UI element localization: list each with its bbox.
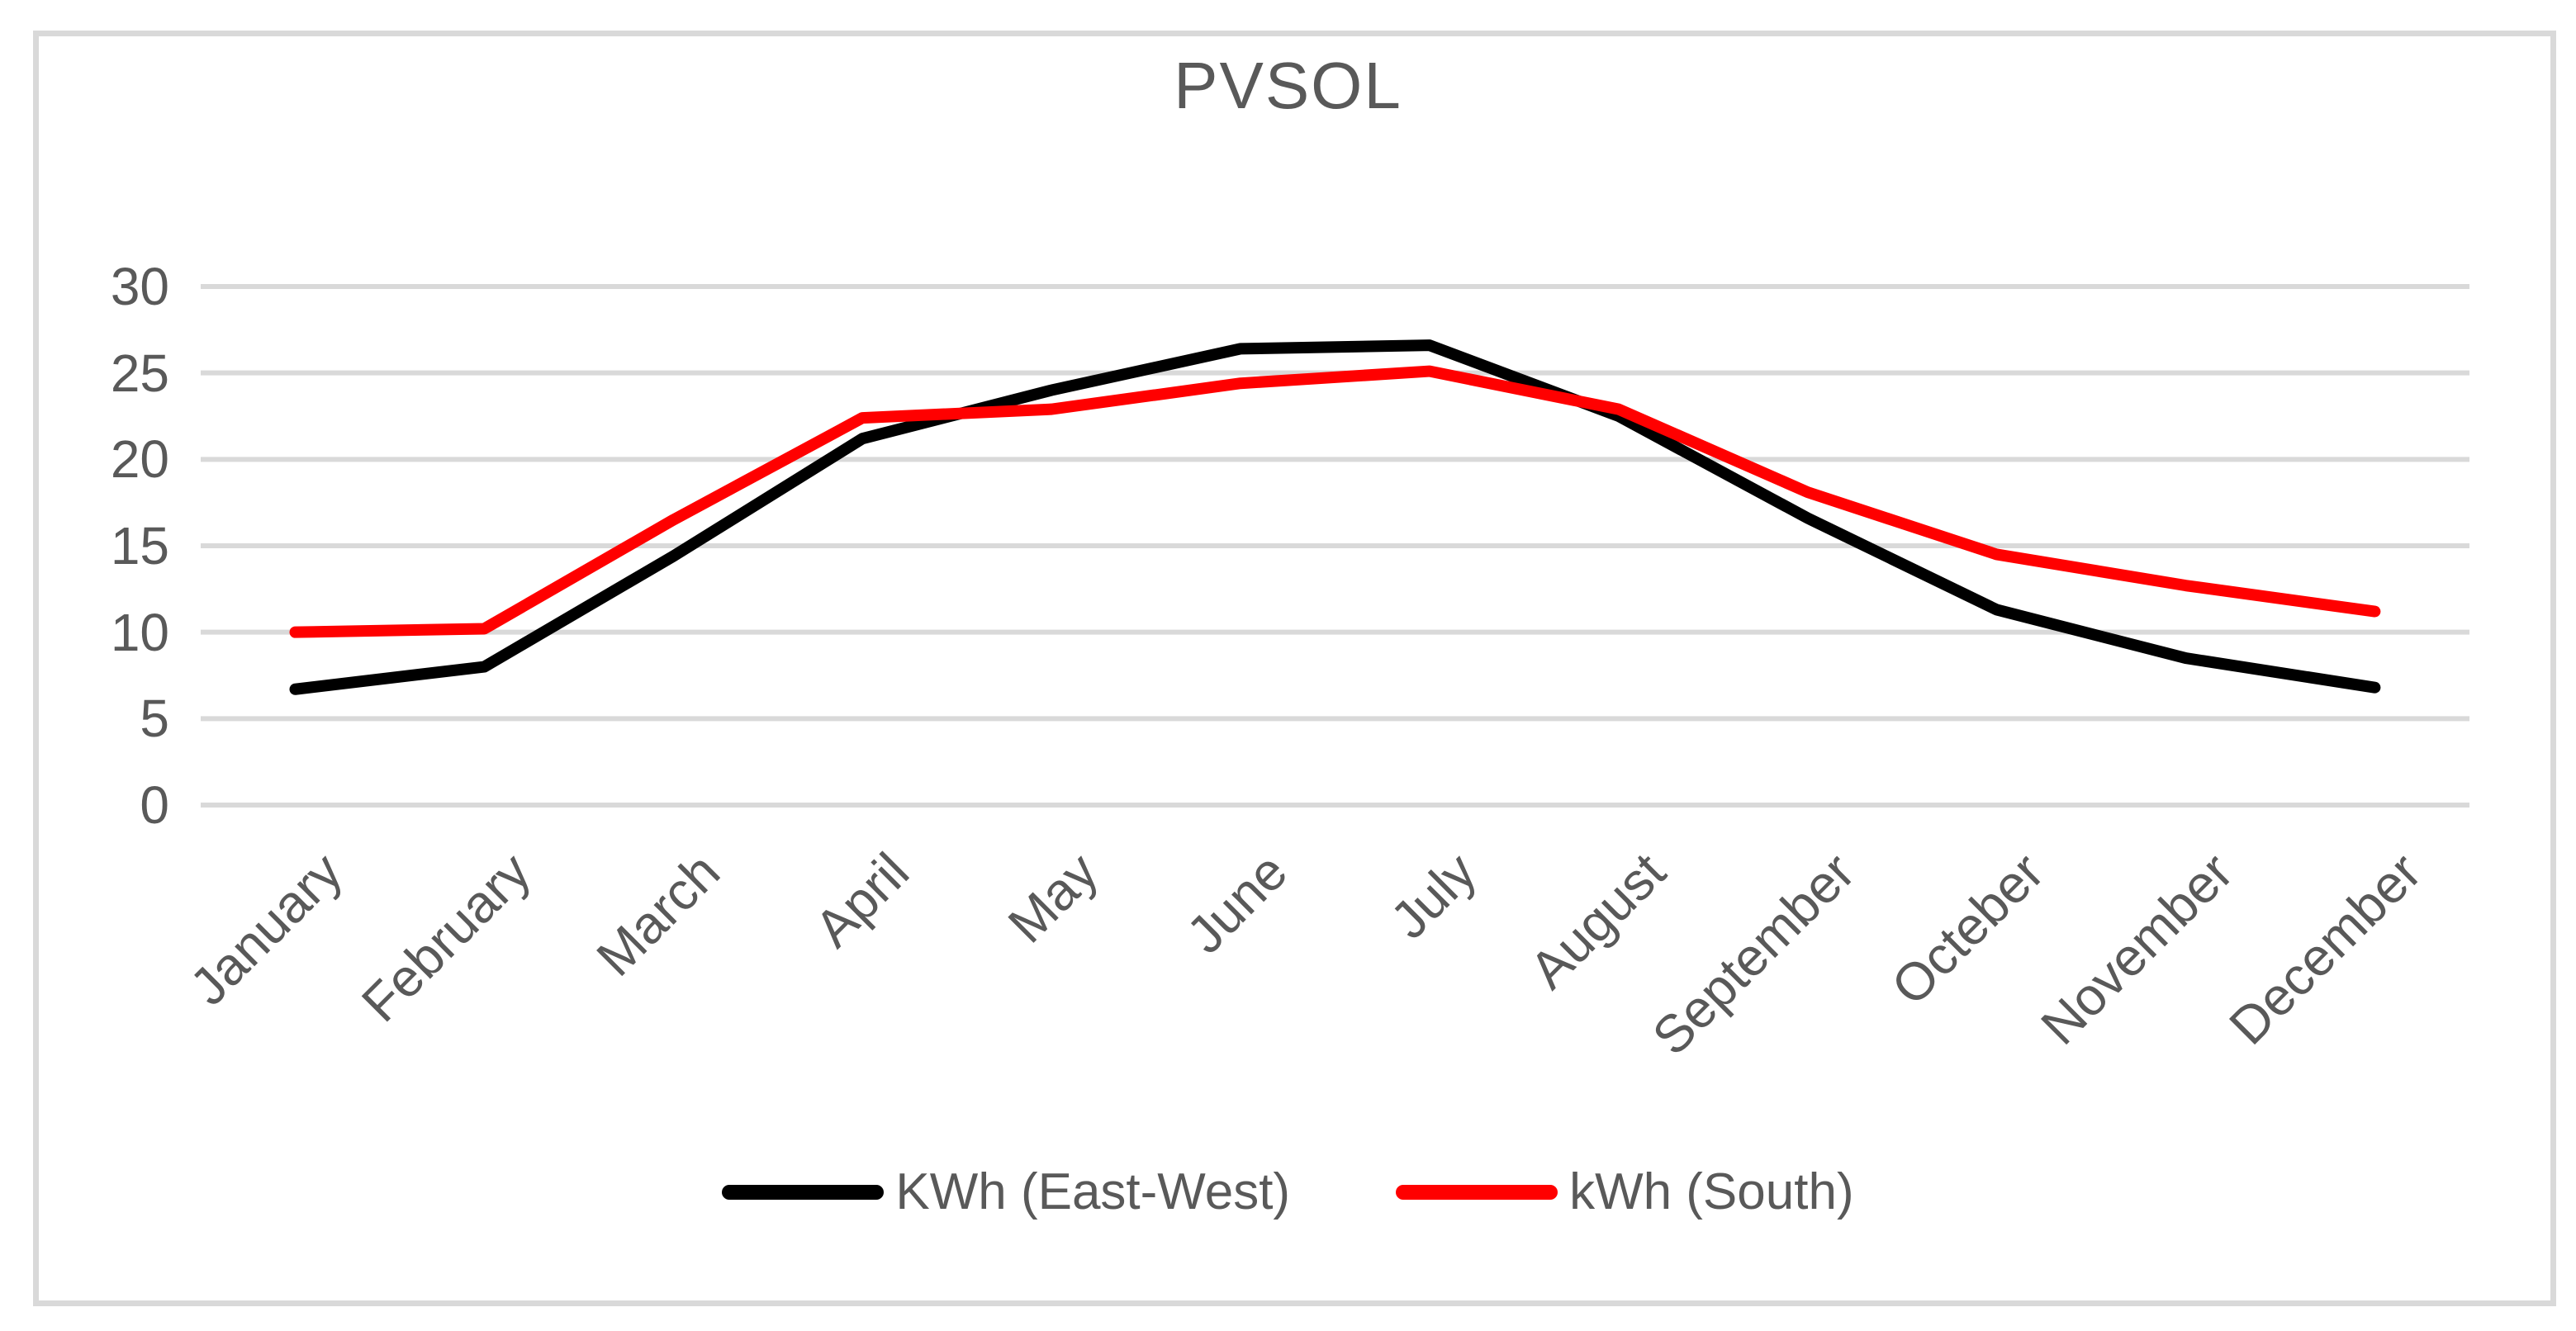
legend-item-east-west: KWh (East-West) (722, 1163, 1290, 1221)
y-axis-tick-label: 20 (110, 429, 169, 490)
y-axis-tick-label: 15 (110, 516, 169, 576)
legend-label-south: kWh (South) (1569, 1163, 1854, 1220)
legend-item-south: kWh (South) (1396, 1163, 1854, 1221)
chart-title: PVSOL (1174, 49, 1402, 122)
legend-label-east-west: KWh (East-West) (895, 1163, 1291, 1220)
series-line-south (289, 365, 2381, 638)
y-axis-tick-label: 5 (140, 689, 169, 749)
y-axis-tick-label: 30 (110, 257, 169, 316)
y-axis-tick-label: 25 (110, 343, 169, 403)
legend-line-swatch-east-west (722, 1184, 885, 1200)
y-axis-tick-label: 0 (140, 775, 169, 835)
legend-line-swatch-south (1396, 1184, 1558, 1200)
y-axis-tick-label: 10 (110, 602, 169, 662)
legend: KWh (East-West) kWh (South) (0, 1163, 2576, 1221)
series-line-east-west (289, 339, 2381, 695)
